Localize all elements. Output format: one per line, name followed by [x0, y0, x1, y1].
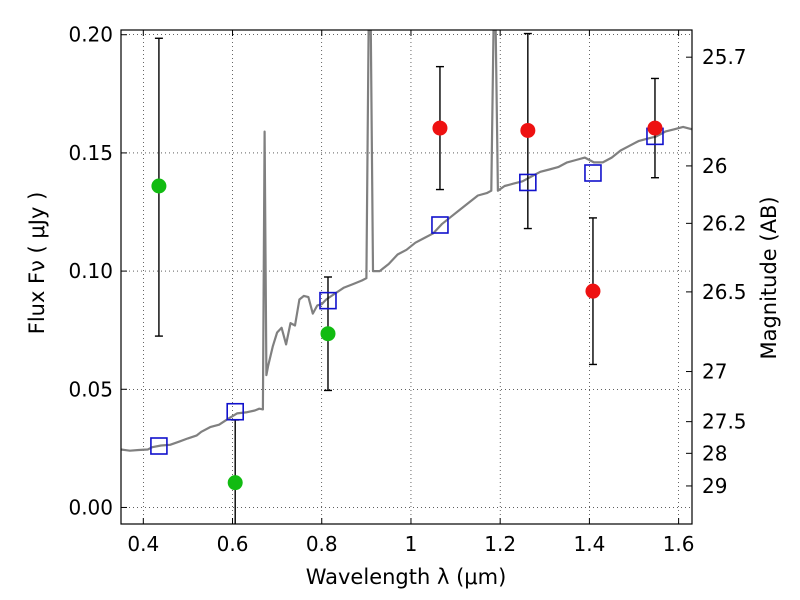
y-tick-label-4: 0.20: [68, 23, 113, 47]
x-tick-label-6: 1.6: [663, 532, 695, 556]
model-box-5: [584, 164, 602, 182]
plot-area: [121, 30, 692, 524]
mag-tick-label-2: 26.2: [702, 211, 747, 235]
model-box-0: [150, 437, 168, 455]
y2-axis-label: Magnitude (AB): [757, 196, 781, 359]
y-tick-label-1: 0.05: [68, 377, 113, 401]
green-point-1: [227, 475, 243, 491]
green-point-0: [151, 178, 167, 194]
y-tick-label-3: 0.15: [68, 141, 113, 165]
mag-tick-label-1: 26: [702, 154, 727, 178]
model-box-1: [226, 402, 244, 421]
mag-tick-label-7: 29: [702, 474, 727, 498]
plot-frame: [120, 29, 693, 525]
mag-tick-label-3: 26.5: [702, 280, 747, 304]
red-point-2: [585, 283, 601, 299]
mag-tick-label-0: 25.7: [702, 45, 747, 69]
x-tick-label-2: 0.8: [306, 532, 338, 556]
model-box-4: [519, 173, 537, 192]
y-axis-label: Flux Fν ( μJy ): [25, 192, 49, 335]
x-axis-label: Wavelength λ (μm): [306, 565, 507, 589]
grid: [121, 30, 692, 524]
red-point-1: [520, 122, 536, 138]
green-point-2: [320, 326, 336, 342]
model-box-3: [431, 216, 449, 234]
x-tick-label-4: 1.2: [484, 532, 516, 556]
axes: 0.4 0.6 0.8 1 1.2 1.4 1.6 0.00 0.05 0.10 0.15 0.20 2…: [68, 23, 746, 556]
red-point-0: [432, 120, 448, 136]
mag-tick-label-4: 27: [702, 360, 727, 384]
x-tick-label-5: 1.4: [573, 532, 605, 556]
x-tick-label-1: 0.6: [217, 532, 249, 556]
x-tick-label-3: 1: [405, 532, 418, 556]
mag-tick-label-6: 28: [702, 441, 727, 465]
x-tick-label-0: 0.4: [127, 532, 159, 556]
model-box-2: [319, 291, 337, 310]
y-tick-label-0: 0.00: [68, 495, 113, 519]
model-spectrum-line: [121, 30, 692, 452]
mag-tick-label-5: 27.5: [702, 410, 747, 434]
y-tick-label-2: 0.10: [68, 259, 113, 283]
red-point-3: [647, 120, 663, 136]
